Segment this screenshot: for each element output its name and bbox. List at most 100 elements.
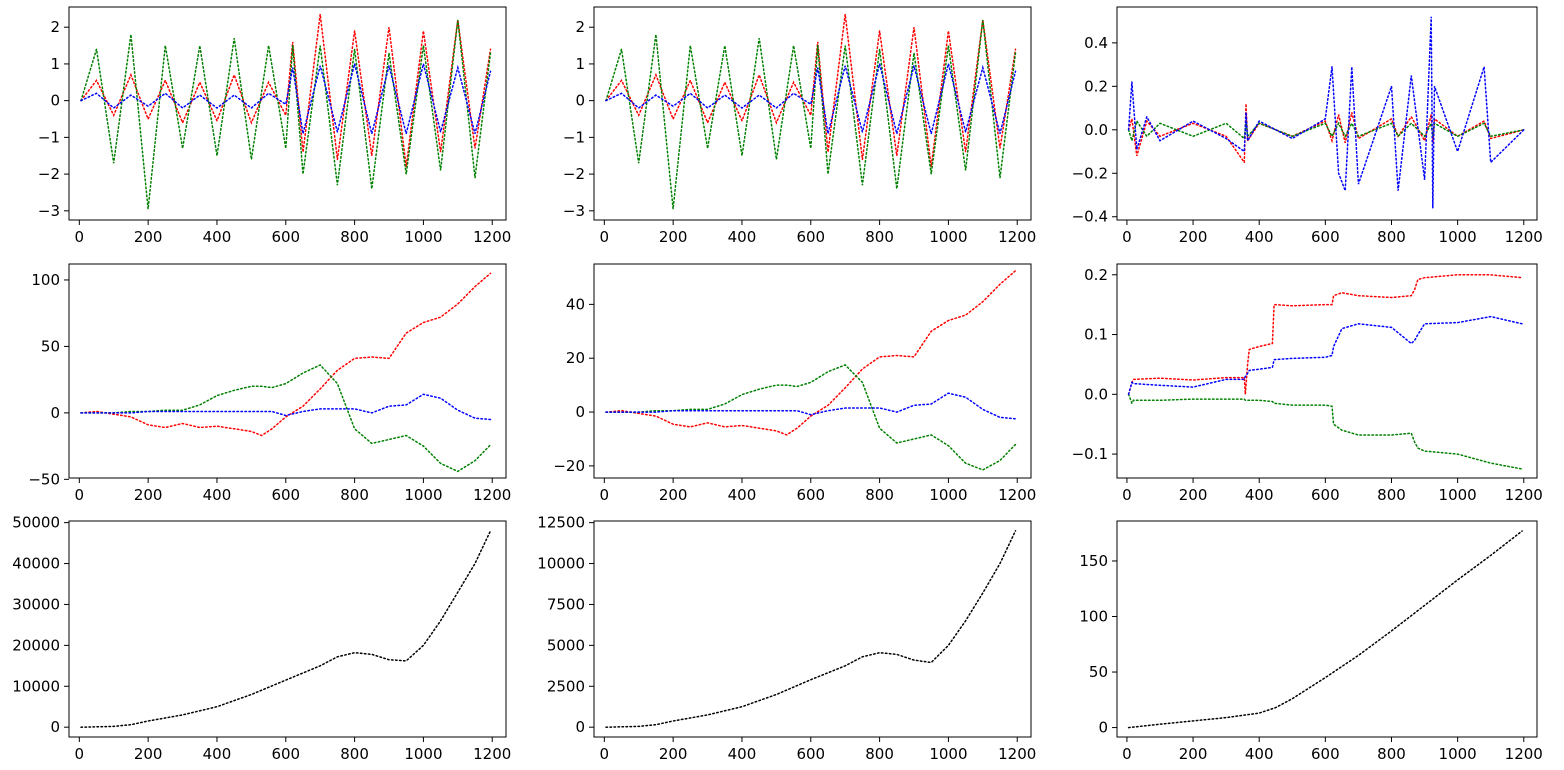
x-tick-label: 1200 [1505,486,1543,504]
y-tick-label: 20000 [12,636,60,654]
series-line-2 [1127,393,1523,470]
series-line-2 [80,364,492,473]
axes-frame [68,6,507,221]
y-tick-label: 0 [1098,719,1108,737]
x-tick-label: 1000 [404,228,442,246]
y-tick-label: −2 [38,165,60,183]
x-tick-label: 1200 [473,228,511,246]
axes-frame [593,520,1032,738]
x-tick-label: 1000 [929,486,967,504]
y-tick-label: −0.1 [1072,445,1108,463]
axes-frame [593,263,1032,479]
x-tick-label: 400 [728,228,757,246]
y-tick-label: −3 [38,202,60,220]
x-tick-label: 800 [340,745,369,763]
x-tick-label: 400 [203,228,232,246]
x-tick-label: 1200 [473,486,511,504]
y-tick-label: 0.4 [1084,34,1108,52]
series-line-2 [605,19,1017,210]
x-tick-label: 1000 [929,745,967,763]
x-tick-label: 600 [1311,745,1340,763]
series-line-1 [605,269,1017,436]
subplot-8: 0 200 400 600 800 1000 1200 0 2500 5000 7500 10000 1… [537,514,1036,763]
y-tick-label: −2 [563,165,585,183]
series-line-1 [80,14,492,167]
x-tick-label: 200 [659,486,688,504]
x-tick-label: 0 [1122,228,1132,246]
y-tick-label: 50 [41,337,60,355]
x-tick-label: 400 [1245,486,1274,504]
series-line-2 [605,364,1017,471]
series-line-3 [605,63,1017,135]
y-tick-label: 10000 [537,555,585,573]
y-tick-label: −1 [563,128,585,146]
series-line-1 [80,530,492,728]
y-tick-label: 50000 [12,514,60,532]
axes-frame [1116,263,1538,479]
y-tick-label: 0.0 [1084,385,1108,403]
y-tick-label: 0 [575,718,585,736]
x-tick-label: 800 [340,228,369,246]
y-tick-label: 0.0 [1084,121,1108,139]
y-tick-label: 100 [31,271,60,289]
y-tick-label: 12500 [537,514,585,532]
x-tick-label: 600 [271,228,300,246]
x-tick-label: 1000 [1439,486,1477,504]
subplot-9: 0 200 400 600 800 1000 1200 0 50 100 150 [1079,520,1543,763]
axes-frame [593,6,1032,221]
x-tick-label: 600 [271,486,300,504]
x-tick-label: 800 [340,486,369,504]
x-tick-label: 1200 [473,745,511,763]
y-tick-label: 2 [575,18,585,36]
subplot-5: 0 200 400 600 800 1000 1200 −20 0 20 40 [553,263,1036,504]
y-tick-label: 40000 [12,555,60,573]
y-tick-label: 0 [50,404,60,422]
x-tick-label: 1200 [998,486,1036,504]
series-line-3 [605,392,1017,420]
y-tick-label: 0 [50,718,60,736]
x-tick-label: 200 [1179,745,1208,763]
y-tick-label: −3 [563,202,585,220]
x-tick-label: 200 [134,745,163,763]
x-tick-label: 1000 [1439,745,1477,763]
x-tick-label: 800 [1377,486,1406,504]
x-tick-label: 800 [865,228,894,246]
y-tick-label: 0.1 [1084,326,1108,344]
x-tick-label: 200 [1179,228,1208,246]
x-tick-label: 1200 [998,228,1036,246]
x-tick-label: 400 [1245,228,1274,246]
series-line-1 [605,14,1017,167]
x-tick-label: 600 [796,228,825,246]
series-line-1 [80,272,492,437]
series-line-3 [80,393,492,421]
subplot-7: 0 200 400 600 800 1000 1200 0 10000 20000 30000 400… [12,514,511,763]
x-tick-label: 0 [75,486,85,504]
x-tick-label: 600 [1311,486,1340,504]
x-tick-label: 1200 [998,745,1036,763]
y-tick-label: 1 [575,55,585,73]
x-tick-label: 0 [75,228,85,246]
y-tick-label: 0 [575,403,585,421]
y-tick-label: 100 [1079,608,1108,626]
x-tick-label: 0 [600,745,610,763]
x-tick-label: 400 [728,486,757,504]
x-tick-label: 0 [75,745,85,763]
y-tick-label: 1 [50,55,60,73]
x-tick-label: 400 [203,486,232,504]
x-tick-label: 400 [728,745,757,763]
x-tick-label: 800 [1377,228,1406,246]
x-tick-label: 400 [203,745,232,763]
x-tick-label: 200 [659,228,688,246]
y-tick-label: 50 [1089,663,1108,681]
x-tick-label: 1200 [1505,228,1543,246]
y-tick-label: 0.2 [1084,77,1108,95]
y-tick-label: 150 [1079,552,1108,570]
series-line-3 [1127,16,1525,209]
x-tick-label: 1000 [404,486,442,504]
y-tick-label: −20 [553,457,585,475]
series-line-1 [605,530,1017,728]
axes-frame [68,520,507,738]
x-tick-label: 800 [865,745,894,763]
y-tick-label: 2 [50,18,60,36]
x-tick-label: 200 [1179,486,1208,504]
